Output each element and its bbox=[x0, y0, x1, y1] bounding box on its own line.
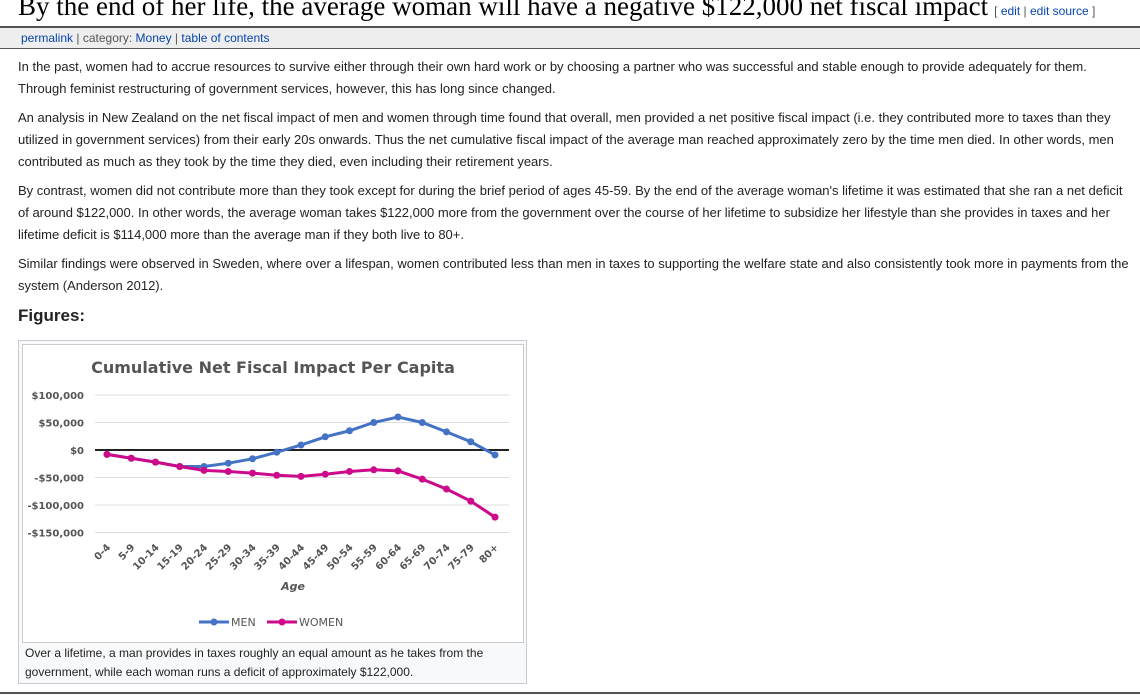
category-link[interactable]: Money bbox=[135, 31, 172, 45]
women-data-point bbox=[176, 463, 184, 470]
x-tick-label: 15-19 bbox=[155, 542, 185, 572]
permalink-link[interactable]: permalink bbox=[21, 31, 74, 45]
women-data-point bbox=[249, 469, 256, 477]
women-data-point bbox=[394, 467, 402, 475]
bottom-divider bbox=[0, 692, 1140, 694]
paragraph: An analysis in New Zealand on the net fi… bbox=[18, 110, 1114, 169]
women-data-point bbox=[127, 454, 135, 462]
paragraph: Similar findings were observed in Sweden… bbox=[18, 256, 1129, 293]
men-data-point bbox=[370, 419, 378, 426]
legend-marker bbox=[278, 618, 286, 626]
edit-link[interactable]: edit bbox=[1000, 4, 1021, 18]
men-data-point bbox=[346, 427, 353, 435]
women-data-point bbox=[467, 497, 475, 505]
women-data-point bbox=[224, 467, 232, 475]
men-data-point bbox=[443, 428, 450, 436]
women-series-line bbox=[106, 452, 496, 519]
legend-marker bbox=[210, 618, 218, 626]
y-tick-label: -$150,000 bbox=[27, 529, 84, 540]
x-tick-label: 55-59 bbox=[349, 542, 379, 572]
paragraph: By contrast, women did not contribute mo… bbox=[18, 183, 1123, 242]
x-tick-label: 0-4 bbox=[93, 542, 114, 563]
y-tick-label: $50,000 bbox=[38, 419, 84, 430]
x-tick-label: 80+ bbox=[478, 542, 502, 566]
x-tick-label: 45-49 bbox=[301, 542, 331, 572]
category-bar: permalink | category: Money | table of c… bbox=[0, 28, 1140, 49]
chart: Cumulative Net Fiscal Impact Per Capita … bbox=[22, 344, 524, 643]
women-data-point bbox=[443, 485, 450, 493]
x-tick-label: 10-14 bbox=[131, 542, 161, 572]
men-data-point bbox=[394, 413, 402, 421]
figures-heading: Figures: bbox=[18, 306, 86, 325]
y-tick-label: -$100,000 bbox=[27, 501, 84, 512]
men-data-point bbox=[491, 451, 499, 459]
x-tick-label: 25-29 bbox=[204, 542, 234, 572]
x-tick-label: 20-24 bbox=[180, 542, 210, 572]
x-tick-label: 75-79 bbox=[446, 542, 476, 572]
women-data-point bbox=[152, 458, 159, 466]
men-data-point bbox=[297, 441, 305, 449]
toc-link[interactable]: table of contents bbox=[181, 31, 270, 45]
legend-label: WOMEN bbox=[299, 616, 343, 629]
men-data-point bbox=[273, 448, 281, 456]
women-data-point bbox=[370, 466, 378, 474]
edit-source-link[interactable]: edit source bbox=[1029, 4, 1089, 18]
men-data-point bbox=[224, 459, 232, 467]
women-data-point bbox=[346, 467, 353, 475]
women-data-point bbox=[321, 470, 329, 478]
women-data-point bbox=[273, 471, 281, 479]
y-tick-label: $100,000 bbox=[31, 391, 84, 402]
x-tick-label: 40-44 bbox=[277, 542, 307, 572]
x-tick-label: 5-9 bbox=[117, 542, 138, 563]
x-tick-label: 70-74 bbox=[422, 542, 452, 572]
chart-svg: Cumulative Net Fiscal Impact Per Capita … bbox=[27, 358, 509, 629]
x-tick-label: 35-39 bbox=[252, 542, 282, 572]
women-data-point bbox=[491, 513, 499, 521]
page-title: By the end of her life, the average woma… bbox=[18, 0, 1096, 21]
women-data-point bbox=[418, 475, 426, 483]
title-divider bbox=[0, 26, 1140, 28]
paragraph: In the past, women had to accrue resourc… bbox=[18, 59, 1087, 96]
x-tick-label: 30-34 bbox=[228, 542, 258, 572]
legend-label: MEN bbox=[231, 616, 256, 629]
figure-caption: Over a lifetime, a man provides in taxes… bbox=[25, 646, 484, 679]
men-data-point bbox=[418, 419, 426, 426]
y-tick-label: -$50,000 bbox=[34, 474, 84, 485]
men-data-point bbox=[249, 455, 256, 463]
article-body: In the past, women had to accrue resourc… bbox=[18, 56, 1134, 328]
figure: Cumulative Net Fiscal Impact Per Capita … bbox=[18, 340, 527, 684]
women-data-point bbox=[200, 466, 208, 474]
women-data-point bbox=[297, 472, 305, 480]
edit-links: [ edit | edit source ] bbox=[994, 4, 1096, 18]
women-data-point bbox=[103, 450, 111, 458]
men-data-point bbox=[467, 438, 475, 446]
x-tick-label: 60-64 bbox=[374, 542, 404, 572]
x-tick-label: 65-69 bbox=[398, 542, 428, 572]
x-tick-label: 50-54 bbox=[325, 542, 355, 572]
men-data-point bbox=[321, 433, 329, 441]
x-axis-label: Age bbox=[280, 580, 305, 593]
chart-title: Cumulative Net Fiscal Impact Per Capita bbox=[91, 358, 455, 377]
y-tick-label: $0 bbox=[70, 446, 84, 457]
